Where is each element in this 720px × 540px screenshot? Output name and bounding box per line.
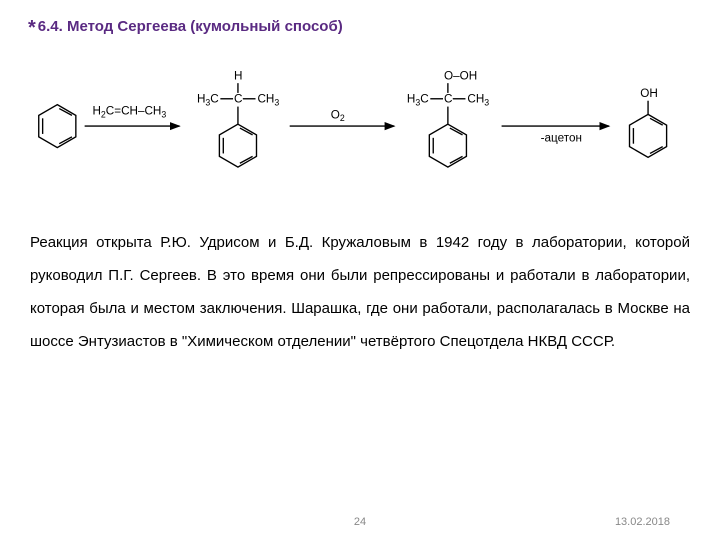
svg-text:O–OH: O–OH [444, 69, 477, 82]
svg-text:OH: OH [640, 87, 658, 100]
footer: 24 13.02.2018 [0, 516, 720, 528]
svg-text:CH3: CH3 [257, 93, 279, 108]
body-text: Реакция открыта Р.Ю. Удрисом и Б.Д. Круж… [28, 226, 692, 358]
svg-text:C: C [444, 93, 452, 106]
svg-text:H3C: H3C [197, 93, 219, 108]
svg-text:C: C [234, 93, 242, 106]
phenol: OH [630, 87, 667, 158]
slide-date: 13.02.2018 [615, 516, 670, 528]
cumene-hydroperoxide: C H3C CH3 O–OH [407, 69, 489, 167]
reaction-scheme: H2C=CH–CH3 C H3C CH3 H O2 C [28, 56, 692, 206]
svg-text:CH3: CH3 [467, 93, 489, 108]
acetone-label: -ацетон [541, 132, 582, 145]
svg-text:H: H [234, 69, 242, 82]
o2-label: O2 [331, 108, 345, 123]
propene-label: H2C=CH–CH3 [92, 104, 166, 119]
svg-text:H3C: H3C [407, 93, 429, 108]
slide-title: * 6.4. Метод Сергеева (кумольный способ) [28, 18, 692, 38]
cumene: C H3C CH3 H [197, 69, 279, 167]
benzene-ring-1 [39, 105, 76, 148]
title-text: 6.4. Метод Сергеева (кумольный способ) [38, 18, 343, 35]
asterisk-icon: * [28, 18, 36, 38]
page-number: 24 [354, 516, 366, 528]
